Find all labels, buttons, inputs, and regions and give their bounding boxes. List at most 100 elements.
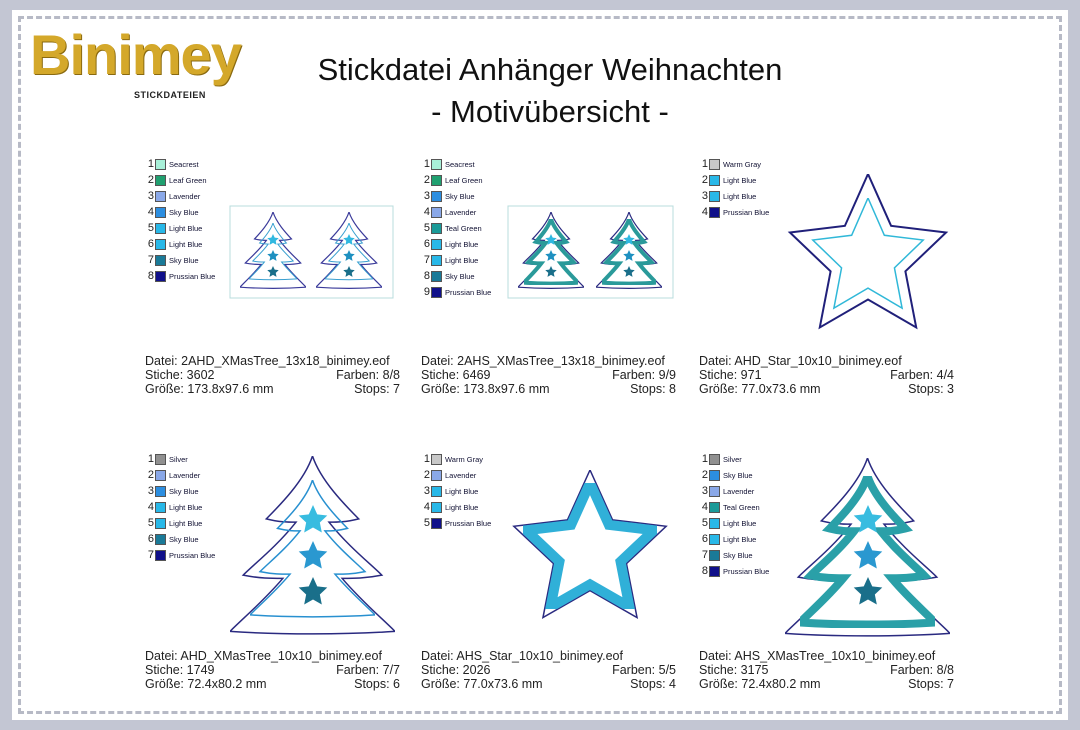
legend-row: 8 Sky Blue: [422, 268, 491, 284]
color-swatch: [709, 469, 720, 481]
color-name: Seacrest: [169, 159, 199, 169]
color-number: 7: [147, 254, 154, 266]
stops: Stops: 6: [354, 677, 400, 691]
motif-image: [230, 456, 395, 636]
color-number: 5: [147, 222, 154, 234]
color-legend: 1 Silver 2 Lavender 3 Sky Blue 4 Light Blue 5 Lig…: [146, 451, 215, 563]
color-name: Silver: [723, 454, 742, 464]
color-name: Light Blue: [723, 191, 757, 201]
file-name: Datei: AHS_Star_10x10_binimey.eof: [421, 649, 623, 663]
color-name: Light Blue: [169, 502, 203, 512]
legend-row: 1 Seacrest: [146, 156, 215, 172]
color-count: Farben: 8/8: [890, 663, 954, 677]
color-swatch: [709, 174, 720, 186]
color-name: Sky Blue: [169, 486, 199, 496]
color-number: 7: [701, 549, 708, 561]
file-name-line: Datei: AHD_Star_10x10_binimey.eof: [699, 354, 954, 368]
color-swatch: [155, 549, 166, 561]
stitches: Stiche: 971: [699, 368, 762, 382]
color-name: Sky Blue: [169, 207, 199, 217]
color-name: Prussian Blue: [723, 566, 770, 576]
motif-image: [788, 174, 948, 330]
legend-row: 7 Sky Blue: [700, 547, 769, 563]
logo-subtitle: STICKDATEIEN: [134, 90, 206, 100]
color-name: Warm Gray: [723, 159, 762, 169]
file-info: Datei: AHS_Star_10x10_binimey.eof Stiche:…: [421, 649, 676, 691]
legend-row: 2 Leaf Green: [146, 172, 215, 188]
color-name: Warm Gray: [445, 454, 484, 464]
file-name-line: Datei: 2AHS_XMasTree_13x18_binimey.eof: [421, 354, 676, 368]
color-swatch: [431, 158, 442, 170]
color-number: 3: [423, 485, 430, 497]
color-number: 3: [147, 190, 154, 202]
color-count: Farben: 9/9: [612, 368, 676, 382]
color-swatch: [155, 517, 166, 529]
title: Stickdatei Anhänger Weihnachten: [317, 52, 783, 87]
color-name: Prussian Blue: [169, 271, 216, 281]
stitches: Stiche: 3602: [145, 368, 215, 382]
color-swatch: [431, 190, 442, 202]
color-swatch: [431, 222, 442, 234]
legend-row: 6 Light Blue: [146, 236, 215, 252]
legend-row: 5 Light Blue: [700, 515, 769, 531]
motif-image: [512, 470, 668, 619]
frame: [18, 16, 1062, 714]
color-name: Light Blue: [445, 502, 479, 512]
color-name: Teal Green: [445, 223, 482, 233]
motif-image: [229, 205, 394, 299]
legend-row: 1 Warm Gray: [700, 156, 769, 172]
legend-row: 6 Light Blue: [700, 531, 769, 547]
color-number: 1: [147, 453, 154, 465]
color-count: Farben: 4/4: [890, 368, 954, 382]
color-number: 5: [423, 222, 430, 234]
size: Größe: 72.4x80.2 mm: [145, 677, 267, 691]
color-legend: 1 Warm Gray 2 Light Blue 3 Light Blue 4 Prussia…: [700, 156, 769, 220]
legend-row: 2 Sky Blue: [700, 467, 769, 483]
legend-row: 1 Silver: [146, 451, 215, 467]
color-number: 4: [147, 206, 154, 218]
legend-row: 6 Light Blue: [422, 236, 491, 252]
legend-row: 7 Sky Blue: [146, 252, 215, 268]
legend-row: 9 Prussian Blue: [422, 284, 491, 300]
color-swatch: [709, 190, 720, 202]
color-count: Farben: 8/8: [336, 368, 400, 382]
color-number: 8: [147, 270, 154, 282]
color-number: 4: [701, 501, 708, 513]
color-swatch: [155, 254, 166, 266]
file-info: Datei: AHS_XMasTree_10x10_binimey.eof Sti…: [699, 649, 954, 691]
color-name: Leaf Green: [169, 175, 207, 185]
file-name: Datei: AHD_Star_10x10_binimey.eof: [699, 354, 902, 368]
color-number: 7: [147, 549, 154, 561]
color-swatch: [431, 286, 442, 298]
legend-row: 2 Light Blue: [700, 172, 769, 188]
legend-row: 3 Light Blue: [422, 483, 491, 499]
stops: Stops: 3: [908, 382, 954, 396]
color-name: Leaf Green: [445, 175, 483, 185]
size: Größe: 77.0x73.6 mm: [421, 677, 543, 691]
color-number: 1: [701, 453, 708, 465]
color-name: Prussian Blue: [445, 287, 492, 297]
stops: Stops: 8: [630, 382, 676, 396]
color-number: 6: [147, 238, 154, 250]
legend-row: 1 Warm Gray: [422, 451, 491, 467]
legend-row: 4 Light Blue: [422, 499, 491, 515]
color-swatch: [709, 485, 720, 497]
size-line: Größe: 72.4x80.2 mm Stops: 6: [145, 677, 400, 691]
color-name: Lavender: [169, 470, 201, 480]
file-name-line: Datei: AHS_Star_10x10_binimey.eof: [421, 649, 676, 663]
color-name: Silver: [169, 454, 188, 464]
color-swatch: [155, 174, 166, 186]
color-swatch: [709, 533, 720, 545]
color-number: 5: [423, 517, 430, 529]
size: Größe: 77.0x73.6 mm: [699, 382, 821, 396]
stitch-line: Stiche: 6469 Farben: 9/9: [421, 368, 676, 382]
color-number: 2: [147, 469, 154, 481]
color-number: 2: [701, 469, 708, 481]
legend-row: 5 Teal Green: [422, 220, 491, 236]
stitches: Stiche: 1749: [145, 663, 215, 677]
color-number: 8: [423, 270, 430, 282]
color-number: 1: [701, 158, 708, 170]
stitches: Stiche: 2026: [421, 663, 491, 677]
color-swatch: [709, 549, 720, 561]
